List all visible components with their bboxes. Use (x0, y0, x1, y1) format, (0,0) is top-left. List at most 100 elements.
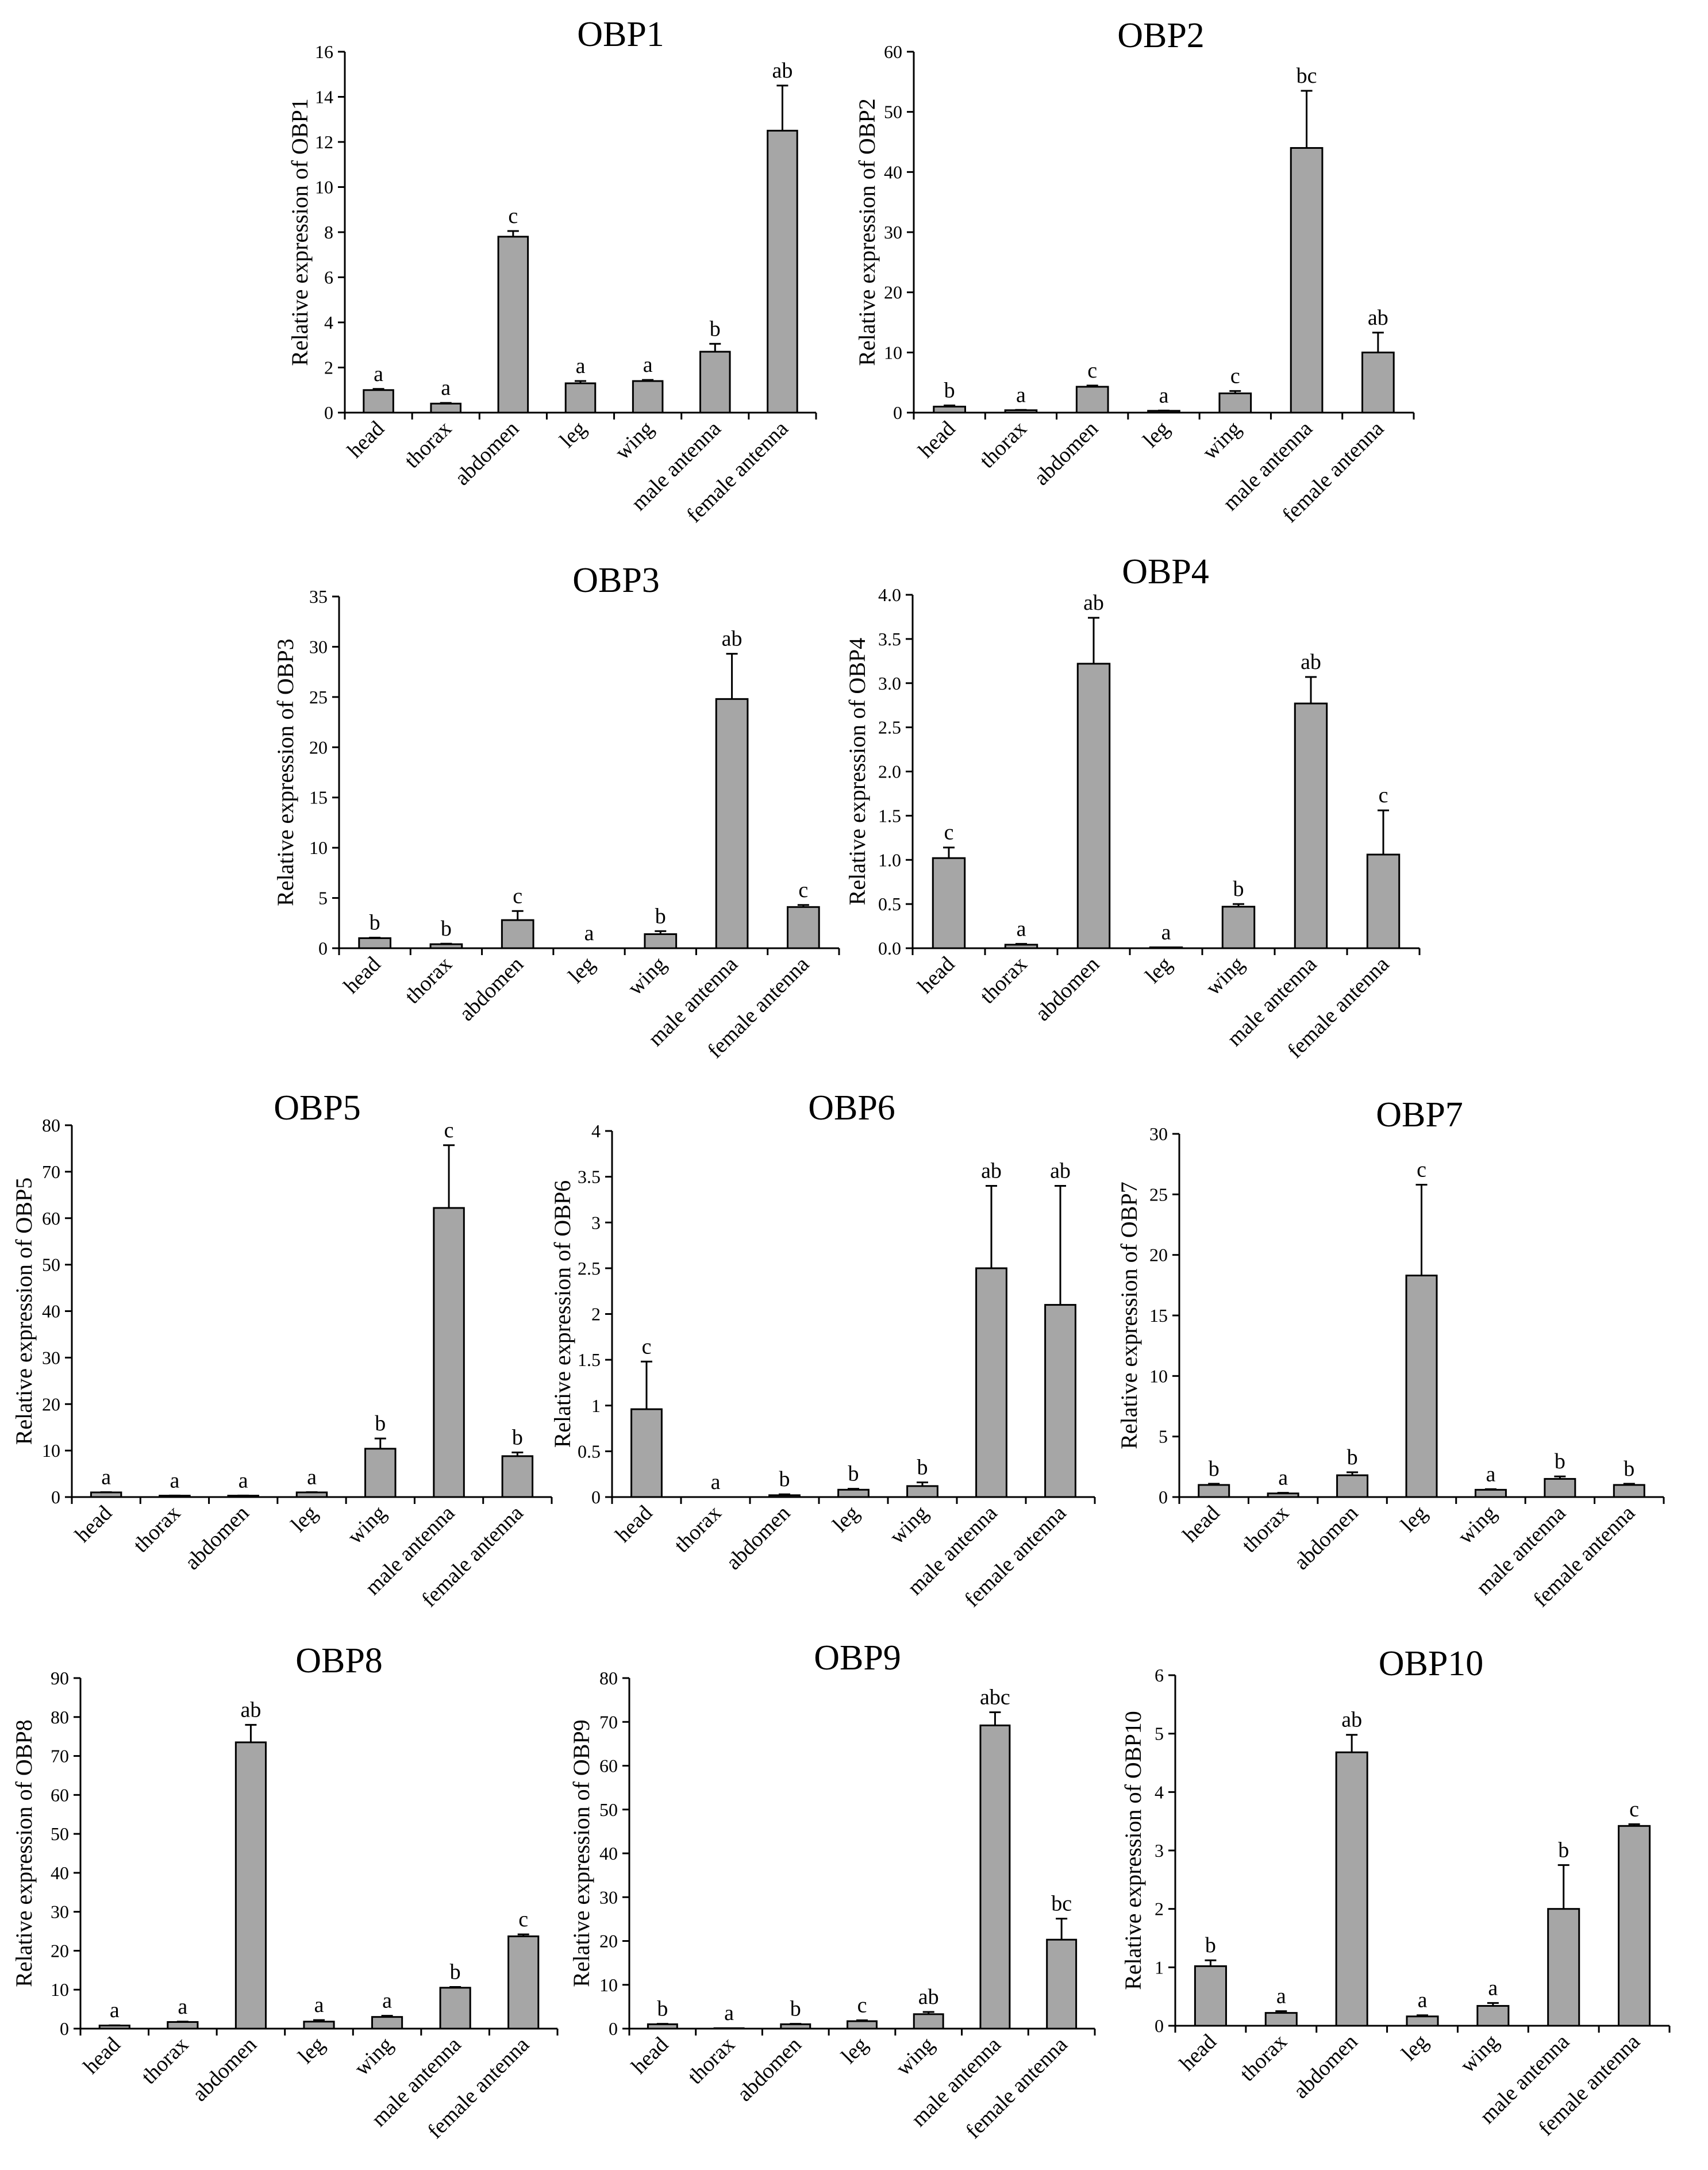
bar (564, 382, 597, 414)
y-tick-label: 15 (309, 787, 328, 808)
significance-label: b (848, 1462, 859, 1486)
significance-label: ab (1050, 1159, 1071, 1183)
y-axis-label: Relative expression of OBP10 (1120, 1711, 1146, 1990)
bar (787, 906, 820, 949)
y-tick-label: 1.5 (578, 1349, 601, 1370)
significance-label: c (1230, 364, 1240, 388)
x-tick-label: leg (1141, 952, 1177, 988)
y-tick-label: 30 (884, 222, 902, 243)
y-tick-label: 50 (42, 1255, 60, 1275)
y-tick-label: 15 (1149, 1305, 1168, 1326)
y-tick-label: 0 (324, 402, 333, 423)
significance-label: ab (1341, 1708, 1362, 1732)
y-axis-label: Relative expression of OBP5 (11, 1178, 37, 1445)
bar (1149, 946, 1183, 949)
significance-label: a (374, 362, 383, 386)
bar (430, 402, 461, 414)
y-tick-label: 0 (609, 2018, 618, 2039)
y-tick-label: 5 (1159, 1426, 1168, 1447)
x-tick-label: head (343, 417, 389, 463)
significance-label: a (1161, 920, 1171, 944)
bar (1476, 2004, 1510, 2027)
x-tick-label: head (1178, 1501, 1224, 1547)
y-tick-label: 4 (591, 1121, 601, 1141)
chart-obp2: OBP2 Relative expression of OBP2 0 10 20 30 40… (854, 16, 1415, 528)
significance-label: a (1278, 1466, 1288, 1490)
bar (439, 1987, 471, 2030)
y-tick-label: 10 (309, 837, 328, 858)
chart-title: OBP1 (577, 15, 664, 54)
significance-label: b (710, 317, 721, 341)
bar (715, 698, 749, 949)
y-tick-label: 80 (42, 1115, 60, 1136)
significance-label: ab (981, 1159, 1002, 1183)
significance-label: b (655, 904, 666, 928)
chart-title: OBP5 (274, 1088, 361, 1128)
y-tick-label: 60 (42, 1208, 60, 1229)
bar (507, 1935, 540, 2030)
significance-label: a (1486, 1462, 1495, 1486)
x-tick-label: leg (294, 2033, 330, 2069)
y-tick-label: 80 (599, 1668, 618, 1688)
bar (975, 1267, 1007, 1498)
bar (1547, 1908, 1580, 2027)
y-tick-label: 0.5 (578, 1441, 601, 1461)
y-tick-label: 2 (324, 357, 333, 378)
x-tick-label: head (339, 952, 385, 998)
chart-obp10: OBP10 Relative expression of OBP10 0 1 2 3 4 5 6… (1120, 1644, 1671, 2141)
significance-label: bc (1297, 64, 1317, 88)
x-tick-label: wing (1453, 1501, 1501, 1549)
y-tick-label: 1.0 (878, 849, 901, 870)
significance-label: c (798, 878, 808, 902)
bar (90, 1491, 122, 1498)
bar (979, 1724, 1011, 2030)
bar (1405, 1274, 1438, 1498)
y-axis-label: Relative expression of OBP8 (11, 1719, 37, 1987)
y-tick-label: 0 (60, 2018, 69, 2039)
chart-obp8: OBP8 Relative expression of OBP8 0 10 20 30 40… (11, 1641, 559, 2144)
x-tick-label: leg (555, 417, 591, 453)
y-tick-label: 10 (1149, 1365, 1168, 1386)
chart-title: OBP10 (1379, 1644, 1484, 1683)
y-tick-label: 1 (1155, 1957, 1164, 1977)
bar (501, 1455, 534, 1498)
bar (837, 1488, 870, 1498)
chart-obp6: OBP6 Relative expression of OBP6 0 0.5 1 1.5 2… (549, 1088, 1096, 1612)
significance-label: b (1205, 1933, 1216, 1957)
chart-obp5: OBP5 Relative expression of OBP5 0 10 20 30 40… (11, 1088, 553, 1612)
y-tick-label: 50 (884, 102, 902, 122)
significance-label: b (1555, 1449, 1565, 1473)
significance-label: a (584, 921, 594, 945)
bar (768, 1494, 801, 1498)
y-tick-label: 60 (884, 41, 902, 62)
x-tick-label: abdomen (1030, 952, 1104, 1026)
significance-label: a (441, 376, 451, 400)
y-tick-label: 3.0 (878, 673, 901, 694)
bar (1044, 1304, 1076, 1498)
bar (767, 129, 798, 414)
y-tick-label: 6 (324, 267, 333, 288)
bar (1290, 147, 1324, 414)
x-tick-label: wing (349, 2033, 397, 2080)
bar (497, 236, 529, 414)
y-tick-label: 6 (1155, 1665, 1164, 1686)
significance-label: b (944, 378, 955, 402)
y-tick-label: 0 (1159, 1487, 1168, 1507)
bar (1294, 702, 1328, 949)
significance-label: a (238, 1468, 248, 1492)
bar (1267, 1492, 1299, 1498)
significance-label: ab (918, 1985, 939, 2009)
bar (1075, 386, 1109, 414)
x-tick-label: head (79, 2033, 125, 2079)
bar (295, 1491, 328, 1498)
significance-label: b (450, 1960, 461, 1984)
x-tick-label: head (627, 2033, 673, 2079)
significance-label: ab (1083, 591, 1104, 615)
chart-title: OBP2 (1117, 16, 1205, 55)
significance-label: c (444, 1118, 454, 1142)
significance-label: b (790, 1997, 801, 2021)
x-tick-label: leg (564, 952, 600, 988)
bar (363, 389, 394, 414)
chart-obp7: OBP7 Relative expression of OBP7 0 5 10 15 20 2… (1116, 1095, 1665, 1612)
y-axis-label: Relative expression of OBP6 (549, 1180, 575, 1448)
